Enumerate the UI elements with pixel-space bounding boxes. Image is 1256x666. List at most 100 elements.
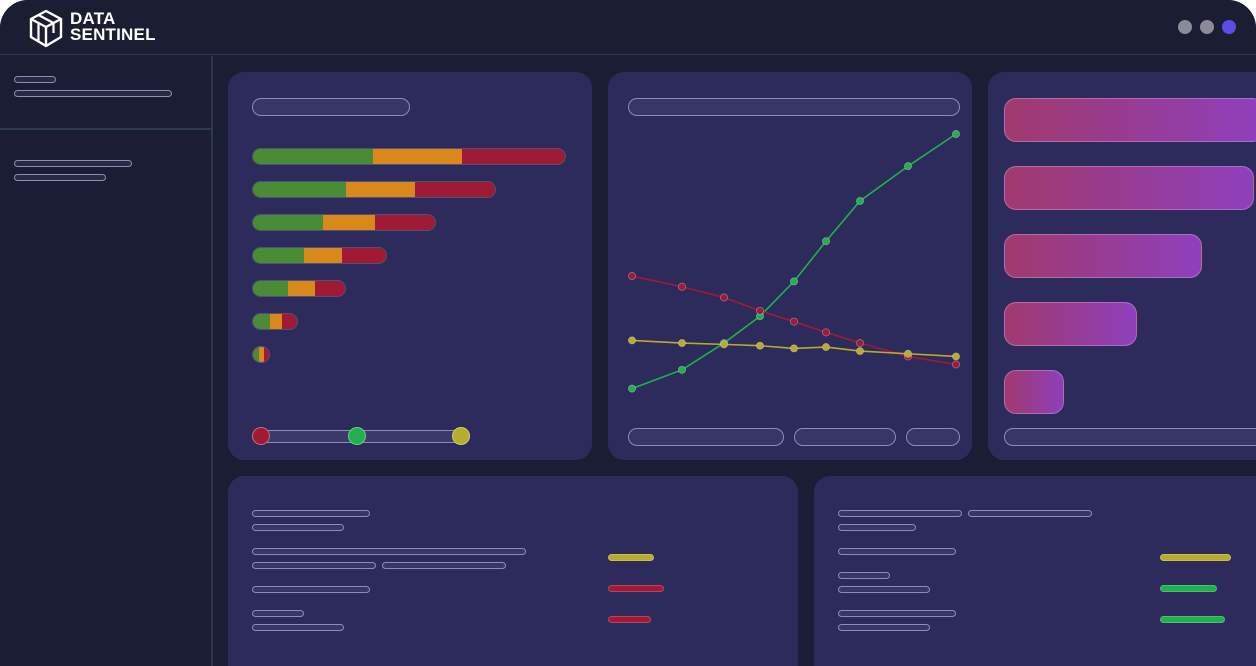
sidebar-item-placeholder[interactable]	[14, 174, 106, 181]
data-point[interactable]	[789, 344, 798, 353]
status-indicator	[608, 616, 651, 623]
data-point[interactable]	[627, 336, 636, 345]
status-indicator	[608, 585, 664, 592]
details-card-right	[814, 476, 1256, 666]
chart-filter-placeholder[interactable]	[906, 428, 960, 446]
bar-segment-green	[253, 182, 347, 197]
stacked-bar	[252, 181, 496, 198]
data-point[interactable]	[627, 272, 636, 281]
bar-segment-green	[253, 215, 324, 230]
data-point[interactable]	[821, 237, 830, 246]
text-placeholder	[838, 510, 962, 517]
data-point[interactable]	[755, 341, 764, 350]
text-placeholder	[838, 586, 930, 593]
maximize-button[interactable]	[1200, 20, 1214, 34]
brand-line-1: DATA	[70, 9, 116, 28]
data-point[interactable]	[951, 130, 960, 139]
gradient-bar	[1004, 98, 1256, 142]
text-placeholder	[838, 610, 956, 617]
gradient-bars-card	[988, 72, 1256, 460]
sidebar-divider	[0, 128, 211, 130]
card-title-placeholder	[252, 98, 410, 116]
text-placeholder	[838, 572, 890, 579]
card-title-placeholder	[628, 98, 960, 116]
data-point[interactable]	[903, 162, 912, 171]
minimize-button[interactable]	[1178, 20, 1192, 34]
status-indicator	[608, 554, 654, 561]
data-point[interactable]	[903, 349, 912, 358]
slider-knob[interactable]	[452, 427, 470, 445]
data-point[interactable]	[720, 293, 729, 302]
cube-logo-icon	[29, 9, 63, 48]
bar-segment-red	[415, 182, 495, 197]
gradient-bar	[1004, 234, 1202, 278]
data-point[interactable]	[821, 343, 830, 352]
gradient-bar	[1004, 370, 1064, 414]
data-point[interactable]	[951, 352, 960, 361]
slider-knob[interactable]	[252, 427, 270, 445]
bar-segment-red	[263, 347, 269, 362]
data-point[interactable]	[855, 347, 864, 356]
gradient-bar	[1004, 166, 1254, 210]
bar-segment-orange	[269, 314, 283, 329]
bar-segment-green	[253, 347, 260, 362]
bar-segment-red	[314, 281, 345, 296]
stacked-bar	[252, 214, 436, 231]
window-controls	[1178, 20, 1236, 34]
stacked-bar	[252, 247, 387, 264]
text-placeholder	[252, 510, 370, 517]
bar-segment-red	[374, 215, 435, 230]
bar-segment-green	[253, 281, 289, 296]
stacked-bar	[252, 313, 298, 330]
bar-segment-orange	[259, 347, 264, 362]
sidebar-placeholder-line	[14, 90, 172, 97]
text-placeholder	[838, 624, 930, 631]
sidebar-item-placeholder[interactable]	[14, 160, 132, 167]
close-button[interactable]	[1222, 20, 1236, 34]
sidebar-placeholder-line	[14, 76, 56, 83]
data-point[interactable]	[678, 365, 687, 374]
data-point[interactable]	[821, 328, 830, 337]
bar-segment-orange	[304, 248, 343, 263]
data-point[interactable]	[951, 360, 960, 369]
chart-filter-placeholder[interactable]	[628, 428, 784, 446]
stacked-bar	[252, 148, 566, 165]
stacked-bar	[252, 346, 270, 363]
data-point[interactable]	[720, 340, 729, 349]
data-point[interactable]	[755, 306, 764, 315]
brand-name: DATA SENTINEL	[70, 9, 156, 43]
slider-knob[interactable]	[348, 427, 366, 445]
bar-segment-red	[342, 248, 386, 263]
text-placeholder	[252, 624, 344, 631]
bar-segment-orange	[323, 215, 375, 230]
line-chart-card	[608, 72, 972, 460]
bar-segment-green	[253, 314, 270, 329]
details-card-left	[228, 476, 798, 666]
title-bar: DATA SENTINEL	[0, 0, 1256, 55]
line-chart	[627, 130, 960, 393]
status-indicator	[1160, 554, 1231, 561]
bar-segment-orange	[346, 182, 416, 197]
data-point[interactable]	[789, 277, 798, 286]
status-indicator	[1160, 616, 1225, 623]
data-point[interactable]	[789, 317, 798, 326]
text-placeholder	[252, 524, 344, 531]
text-placeholder	[968, 510, 1092, 517]
data-point[interactable]	[855, 197, 864, 206]
text-placeholder	[252, 610, 304, 617]
data-point[interactable]	[855, 339, 864, 348]
text-placeholder	[838, 548, 956, 555]
text-placeholder	[838, 524, 916, 531]
chart-filter-placeholder[interactable]	[794, 428, 896, 446]
bar-segment-red	[462, 149, 565, 164]
bar-segment-green	[253, 149, 374, 164]
stacked-bars-card	[228, 72, 592, 460]
data-point[interactable]	[627, 384, 636, 393]
text-placeholder	[252, 548, 526, 555]
data-point[interactable]	[678, 339, 687, 348]
sidebar	[0, 56, 213, 666]
data-point[interactable]	[678, 282, 687, 291]
text-placeholder	[252, 586, 370, 593]
text-placeholder	[382, 562, 506, 569]
